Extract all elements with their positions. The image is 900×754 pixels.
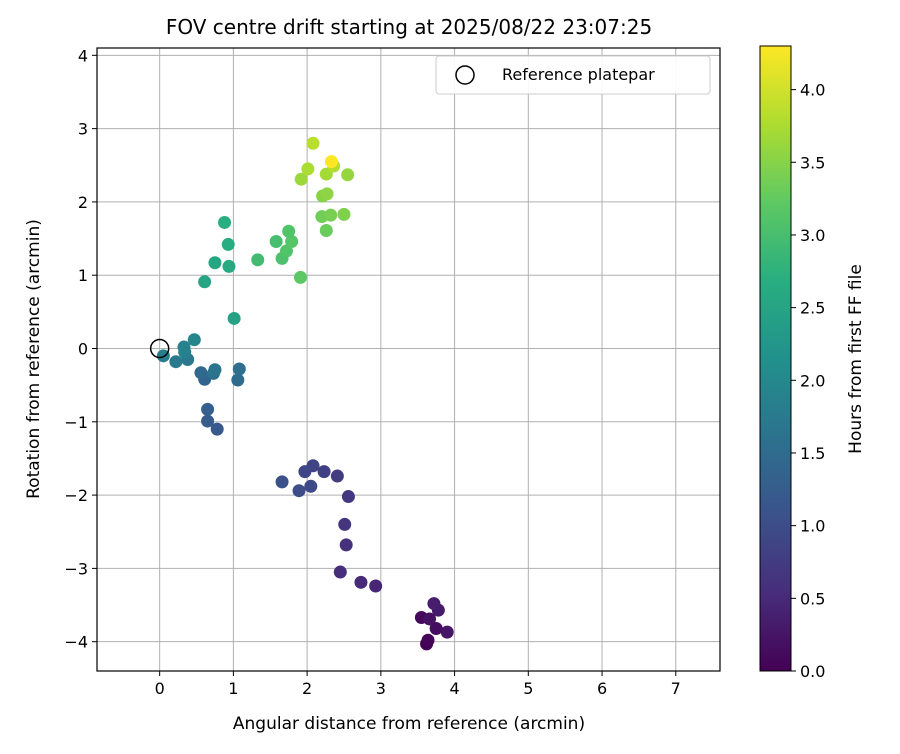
data-point bbox=[369, 579, 383, 593]
x-tick-label: 1 bbox=[228, 679, 238, 698]
legend-reference-marker bbox=[455, 65, 475, 85]
data-point bbox=[222, 259, 236, 273]
x-tick-label: 7 bbox=[671, 679, 681, 698]
data-point bbox=[251, 253, 265, 267]
y-axis-label: Rotation from reference (arcmin) bbox=[24, 219, 44, 499]
y-tick-label: 2 bbox=[78, 193, 88, 212]
data-point bbox=[324, 208, 338, 222]
data-point bbox=[231, 373, 245, 387]
data-point bbox=[423, 612, 437, 626]
data-point bbox=[304, 479, 318, 493]
data-point bbox=[208, 256, 222, 270]
y-tick-label: −1 bbox=[64, 413, 88, 432]
colorbar-ticks: 0.0 0.5 1.0 1.5 2.0 2.5 3.0 3.5 4.0 bbox=[791, 81, 825, 681]
y-tick-label: 4 bbox=[78, 46, 88, 65]
legend: Reference platepar bbox=[435, 55, 711, 95]
data-point bbox=[337, 207, 351, 221]
x-tick-label: 3 bbox=[376, 679, 386, 698]
data-point bbox=[227, 311, 241, 325]
data-point bbox=[427, 597, 441, 611]
data-points bbox=[156, 136, 454, 651]
data-point bbox=[292, 484, 306, 498]
data-point bbox=[201, 414, 215, 428]
data-point bbox=[301, 162, 315, 176]
data-point bbox=[354, 575, 368, 589]
colorbar-tick-label: 1.5 bbox=[800, 444, 825, 463]
data-point bbox=[201, 402, 215, 416]
colorbar-label: Hours from first FF file bbox=[846, 264, 866, 454]
colorbar-tick-label: 3.0 bbox=[800, 226, 825, 245]
data-point bbox=[208, 363, 222, 377]
data-point bbox=[282, 224, 296, 238]
data-point bbox=[324, 155, 338, 169]
data-point bbox=[320, 187, 334, 201]
data-point bbox=[339, 538, 353, 552]
data-point bbox=[279, 244, 293, 258]
colorbar: 0.0 0.5 1.0 1.5 2.0 2.5 3.0 3.5 4.0 Hours from f… bbox=[759, 45, 866, 681]
data-point bbox=[333, 565, 347, 579]
y-tick-label: −4 bbox=[64, 633, 88, 652]
reference-platepar-marker bbox=[149, 338, 170, 359]
x-tick-label: 5 bbox=[523, 679, 533, 698]
colorbar-tick-label: 1.0 bbox=[800, 517, 825, 536]
legend-entry-label: Reference platepar bbox=[502, 65, 655, 84]
data-point bbox=[275, 475, 289, 489]
colorbar-tick-label: 2.0 bbox=[800, 371, 825, 390]
data-point bbox=[232, 362, 246, 376]
data-point bbox=[177, 340, 191, 354]
data-point bbox=[341, 168, 355, 182]
legend-box bbox=[435, 55, 711, 95]
colorbar-tick-label: 0.0 bbox=[800, 662, 825, 681]
plot-area-frame bbox=[96, 47, 721, 672]
data-point bbox=[317, 465, 331, 479]
data-point bbox=[221, 237, 235, 251]
data-point bbox=[429, 621, 443, 635]
data-point bbox=[210, 422, 224, 436]
data-point bbox=[269, 234, 283, 248]
colorbar-tick-label: 4.0 bbox=[800, 81, 825, 100]
chart-title: FOV centre drift starting at 2025/08/22 … bbox=[166, 15, 652, 39]
colorbar-tick-label: 2.5 bbox=[800, 299, 825, 318]
data-point bbox=[218, 215, 232, 229]
y-axis-ticks: −4 −3 −2 −1 0 1 2 3 4 bbox=[64, 46, 97, 652]
x-tick-label: 0 bbox=[155, 679, 165, 698]
data-point bbox=[319, 224, 333, 238]
y-tick-label: −2 bbox=[64, 486, 88, 505]
x-axis-label: Angular distance from reference (arcmin) bbox=[233, 714, 585, 734]
data-point bbox=[341, 490, 355, 504]
x-tick-label: 4 bbox=[449, 679, 459, 698]
data-point bbox=[440, 625, 454, 639]
y-tick-label: 3 bbox=[78, 120, 88, 139]
x-tick-label: 2 bbox=[302, 679, 312, 698]
data-point bbox=[294, 172, 308, 186]
y-tick-label: −3 bbox=[64, 559, 88, 578]
data-point bbox=[156, 349, 170, 363]
data-point bbox=[338, 517, 352, 531]
data-point bbox=[285, 234, 299, 248]
y-tick-label: 0 bbox=[78, 340, 88, 359]
y-tick-label: 1 bbox=[78, 266, 88, 285]
data-point bbox=[187, 333, 201, 347]
data-point bbox=[298, 465, 312, 479]
data-point bbox=[198, 275, 212, 289]
data-point bbox=[293, 270, 307, 284]
data-point bbox=[306, 136, 320, 150]
x-axis-ticks: 0 1 2 3 4 5 6 7 bbox=[155, 671, 681, 698]
grid-lines bbox=[97, 48, 720, 671]
colorbar-tick-label: 0.5 bbox=[800, 589, 825, 608]
data-point bbox=[169, 355, 183, 369]
x-tick-label: 6 bbox=[597, 679, 607, 698]
colorbar-tick-label: 3.5 bbox=[800, 153, 825, 172]
data-point bbox=[330, 469, 344, 483]
data-point bbox=[421, 633, 435, 647]
colorbar-gradient bbox=[759, 45, 792, 672]
data-point bbox=[194, 366, 208, 380]
